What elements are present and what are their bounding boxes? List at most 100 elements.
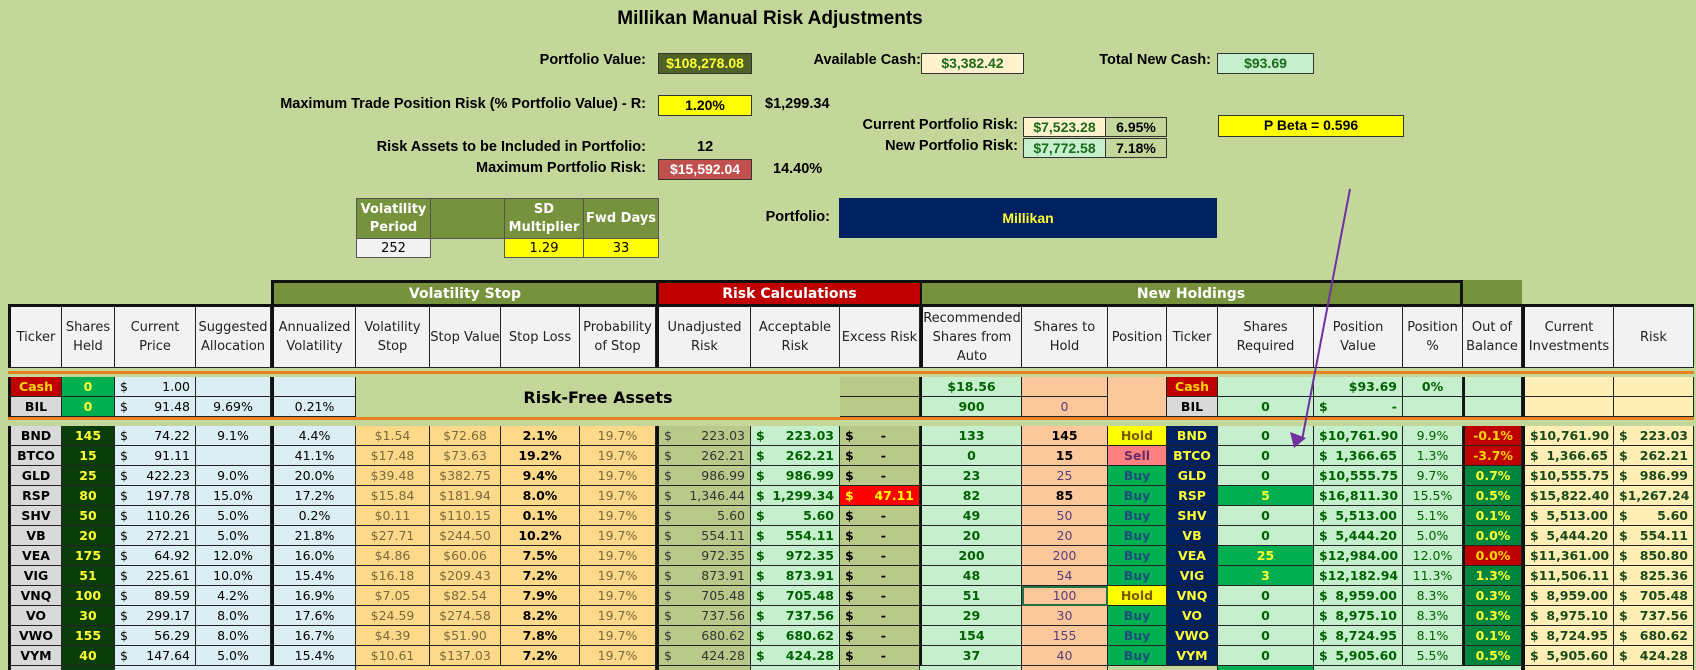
ticker[interactable]: BTCO — [8, 446, 62, 466]
shares-to-hold[interactable]: 0 — [1022, 397, 1108, 417]
available-cash-label: Available Cash: — [813, 52, 921, 68]
suggested-allocation[interactable]: 10.0% — [196, 566, 271, 586]
shares-held[interactable]: 50 — [62, 506, 115, 526]
portfolio-name-cell[interactable]: Millikan — [839, 198, 1217, 238]
shares-to-hold[interactable]: 155 — [1022, 626, 1108, 646]
shares-to-hold[interactable]: 15 — [1022, 446, 1108, 466]
suggested-allocation[interactable]: 8.0% — [196, 606, 271, 626]
shares-to-hold[interactable]: 25 — [1022, 466, 1108, 486]
suggested-allocation[interactable]: 8.0% — [196, 626, 271, 646]
column-header[interactable]: Ticker — [8, 304, 62, 368]
shares-to-hold[interactable]: 40 — [1022, 646, 1108, 666]
suggested-allocation[interactable]: 15.0% — [196, 486, 271, 506]
fwd-days-input[interactable]: 33 — [583, 238, 659, 258]
column-header[interactable]: Recommended Shares from Auto — [920, 304, 1022, 368]
column-header[interactable]: Annualized Volatility — [271, 304, 356, 368]
volatility-period-input[interactable]: 252 — [356, 238, 431, 258]
portfolio-value-cell[interactable]: $108,278.08 — [658, 53, 752, 74]
column-header[interactable]: Probability of Stop — [580, 304, 656, 368]
ticker-bil[interactable]: BIL — [8, 397, 62, 417]
ticker[interactable]: VIG — [8, 566, 62, 586]
column-header[interactable]: Stop Value — [430, 304, 501, 368]
currency-symbol: $ — [756, 488, 765, 503]
suggested-allocation[interactable] — [196, 446, 271, 466]
sd-multiplier-input[interactable]: 1.29 — [504, 238, 584, 258]
shares-held[interactable]: 0 — [62, 397, 115, 417]
probability-of-stop: 19.7% — [580, 466, 656, 486]
column-header[interactable]: Stop Loss — [501, 304, 580, 368]
shares-held[interactable]: 145 — [62, 426, 115, 446]
shares-to-hold[interactable] — [1022, 377, 1108, 397]
ticker[interactable]: VYM — [8, 646, 62, 666]
suggested-allocation[interactable]: 9.0% — [196, 466, 271, 486]
column-header[interactable]: Ticker — [1167, 304, 1218, 368]
current-price-value: 89.59 — [154, 588, 190, 603]
shares-to-hold[interactable]: 30 — [1022, 606, 1108, 626]
shares-held[interactable]: 155 — [62, 626, 115, 646]
shares-held[interactable]: 40 — [62, 646, 115, 666]
column-header[interactable]: Risk — [1614, 304, 1694, 368]
new-risk-cell[interactable]: $7,772.58 — [1023, 138, 1106, 158]
shares-held[interactable]: 51 — [62, 566, 115, 586]
suggested-allocation[interactable]: 4.2% — [196, 586, 271, 606]
column-header[interactable]: Shares Required — [1218, 304, 1314, 368]
suggested-allocation[interactable]: 9.1% — [196, 426, 271, 446]
column-header[interactable]: Current Price — [115, 304, 196, 368]
shares-to-hold[interactable]: 145 — [1022, 426, 1108, 446]
ticker[interactable]: VO — [8, 606, 62, 626]
column-header[interactable]: Unadjusted Risk — [656, 304, 751, 368]
total-new-cash-cell[interactable]: $93.69 — [1217, 53, 1314, 74]
max-trade-risk-input[interactable]: 1.20% — [658, 95, 752, 116]
out-of-balance: 0.7% — [1463, 466, 1522, 486]
recommended-shares: 37 — [920, 646, 1022, 666]
column-header[interactable]: Suggested Allocation — [196, 304, 271, 368]
column-header[interactable]: Current Investments — [1522, 304, 1614, 368]
shares-held[interactable]: 0 — [62, 377, 115, 397]
shares-to-hold[interactable]: 50 — [1022, 506, 1108, 526]
shares-to-hold[interactable]: 54 — [1022, 566, 1108, 586]
shares-to-hold[interactable]: 100 — [1022, 586, 1108, 606]
shares-held[interactable]: 175 — [62, 546, 115, 566]
ticker[interactable]: VEA — [8, 546, 62, 566]
current-price: $91.48 — [115, 397, 196, 417]
column-header[interactable]: Shares Held — [62, 304, 115, 368]
ticker[interactable]: VB — [8, 526, 62, 546]
current-risk-cell[interactable]: $7,523.28 — [1023, 117, 1106, 137]
pbeta-cell[interactable]: P Beta = 0.596 — [1218, 115, 1404, 137]
ticker[interactable]: SHV — [8, 506, 62, 526]
suggested-allocation[interactable] — [196, 377, 271, 397]
shares-to-hold[interactable]: 200 — [1022, 546, 1108, 566]
shares-to-hold[interactable]: 20 — [1022, 526, 1108, 546]
ticker[interactable]: BND — [8, 426, 62, 446]
column-header[interactable]: Excess Risk — [840, 304, 920, 368]
suggested-allocation[interactable]: 12.0% — [196, 546, 271, 566]
new-risk-label: New Portfolio Risk: — [885, 138, 1018, 154]
column-header[interactable]: Out of Balance — [1463, 304, 1522, 368]
ticker[interactable]: GLD — [8, 466, 62, 486]
excess-risk-value: - — [880, 548, 886, 563]
column-header[interactable]: Position % — [1403, 304, 1463, 368]
shares-held[interactable]: 25 — [62, 466, 115, 486]
current-investments-value: 15,822.40 — [1538, 488, 1610, 503]
shares-held[interactable]: 80 — [62, 486, 115, 506]
shares-held[interactable]: 20 — [62, 526, 115, 546]
column-header[interactable]: Position Value — [1314, 304, 1403, 368]
max-portfolio-risk-cell[interactable]: $15,592.04 — [658, 159, 752, 180]
shares-held[interactable]: 100 — [62, 586, 115, 606]
suggested-allocation[interactable]: 5.0% — [196, 526, 271, 546]
suggested-allocation[interactable]: 9.69% — [196, 397, 271, 417]
ticker-cash[interactable]: Cash — [8, 377, 62, 397]
suggested-allocation[interactable]: 5.0% — [196, 646, 271, 666]
shares-held[interactable]: 30 — [62, 606, 115, 626]
ticker[interactable]: VWO — [8, 626, 62, 646]
ticker[interactable]: RSP — [8, 486, 62, 506]
ticker[interactable]: VNQ — [8, 586, 62, 606]
shares-held[interactable]: 15 — [62, 446, 115, 466]
column-header[interactable]: Shares to Hold — [1022, 304, 1108, 368]
column-header[interactable]: Volatility Stop — [356, 304, 430, 368]
available-cash-cell[interactable]: $3,382.42 — [921, 53, 1024, 74]
suggested-allocation[interactable]: 5.0% — [196, 506, 271, 526]
column-header[interactable]: Position — [1108, 304, 1167, 368]
shares-to-hold[interactable]: 85 — [1022, 486, 1108, 506]
column-header[interactable]: Acceptable Risk — [751, 304, 840, 368]
